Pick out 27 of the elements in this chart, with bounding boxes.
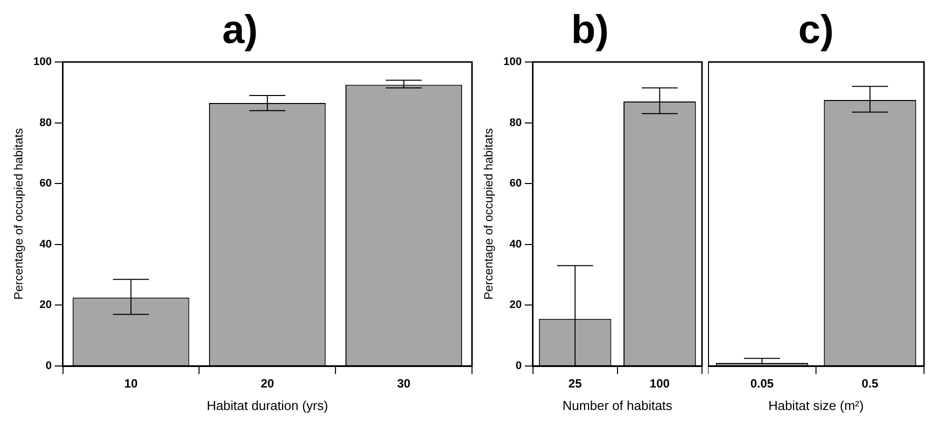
y-tick-label: 100 (503, 56, 522, 68)
x-tick-label: 10 (124, 376, 138, 391)
x-tick-label: 25 (568, 376, 582, 391)
y-tick-label: 20 (510, 299, 522, 312)
x-tick-label: 0.05 (750, 376, 774, 391)
y-axis-title: Percentage of occupied habitats (482, 128, 496, 300)
y-tick-label: 80 (510, 116, 522, 129)
y-axis-title: Percentage of occupied habitats (12, 128, 26, 300)
y-tick-label: 100 (33, 56, 52, 68)
y-tick-label: 0 (46, 360, 52, 372)
y-tick-label: 40 (40, 238, 52, 250)
chart-title: a) (222, 8, 258, 52)
chart-title: c) (798, 8, 834, 52)
x-axis-title: Number of habitats (562, 398, 673, 413)
x-tick-label: 0.5 (862, 376, 879, 391)
x-tick-label: 100 (650, 376, 670, 391)
y-tick-label: 20 (40, 299, 52, 312)
x-axis-title: Habitat size (m²) (768, 398, 864, 413)
x-tick-label: 20 (260, 376, 274, 391)
y-tick-label: 80 (40, 116, 52, 129)
x-tick-label: 30 (397, 376, 411, 391)
y-tick-label: 0 (516, 360, 522, 372)
y-tick-label: 60 (40, 178, 52, 190)
y-tick-label: 60 (510, 178, 522, 190)
chart-title: b) (571, 8, 609, 52)
y-tick-label: 40 (510, 238, 522, 250)
x-axis-title: Habitat duration (yrs) (206, 398, 328, 413)
